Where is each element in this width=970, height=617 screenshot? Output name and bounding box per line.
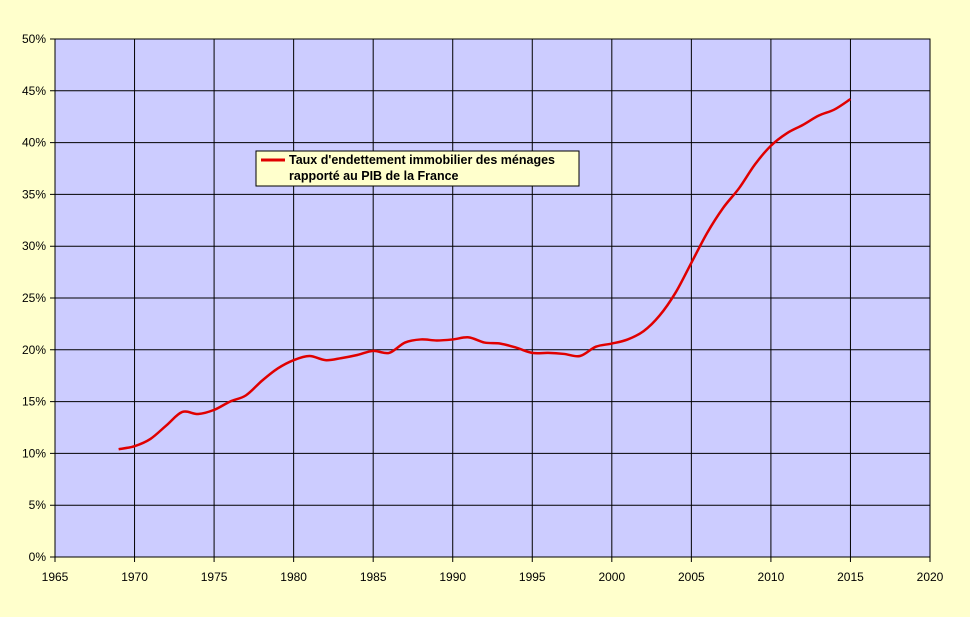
x-tick-label: 1980 bbox=[280, 570, 307, 584]
y-tick-label: 20% bbox=[22, 343, 46, 357]
legend-label-line1: Taux d'endettement immobilier des ménage… bbox=[289, 153, 555, 167]
y-tick-label: 45% bbox=[22, 84, 46, 98]
y-tick-label: 40% bbox=[22, 136, 46, 150]
x-tick-label: 1970 bbox=[121, 570, 148, 584]
x-tick-label: 2010 bbox=[758, 570, 785, 584]
y-tick-label: 25% bbox=[22, 291, 46, 305]
legend-label-line2: rapporté au PIB de la France bbox=[289, 169, 459, 183]
y-tick-label: 0% bbox=[29, 550, 47, 564]
x-tick-label: 2000 bbox=[598, 570, 625, 584]
x-tick-label: 2020 bbox=[917, 570, 944, 584]
y-tick-label: 30% bbox=[22, 239, 46, 253]
y-tick-label: 10% bbox=[22, 446, 46, 460]
x-tick-label: 1975 bbox=[201, 570, 228, 584]
x-axis: 1965 1970 1975 1980 1985 1990 1995 2000 2005 2010… bbox=[42, 570, 944, 584]
y-axis: 0% 5% 10% 15% 20% 25% 30% 35% 40% 45% 50% bbox=[22, 32, 46, 564]
x-tick-label: 1990 bbox=[439, 570, 466, 584]
y-tick-label: 35% bbox=[22, 187, 46, 201]
x-tick-label: 1995 bbox=[519, 570, 546, 584]
y-tick-label: 50% bbox=[22, 32, 46, 46]
y-tick-label: 5% bbox=[29, 498, 47, 512]
y-tick-label: 15% bbox=[22, 395, 46, 409]
legend: Taux d'endettement immobilier des ménage… bbox=[256, 151, 579, 186]
x-tick-label: 1985 bbox=[360, 570, 387, 584]
x-tick-label: 1965 bbox=[42, 570, 69, 584]
x-tick-label: 2005 bbox=[678, 570, 705, 584]
x-tick-label: 2015 bbox=[837, 570, 864, 584]
